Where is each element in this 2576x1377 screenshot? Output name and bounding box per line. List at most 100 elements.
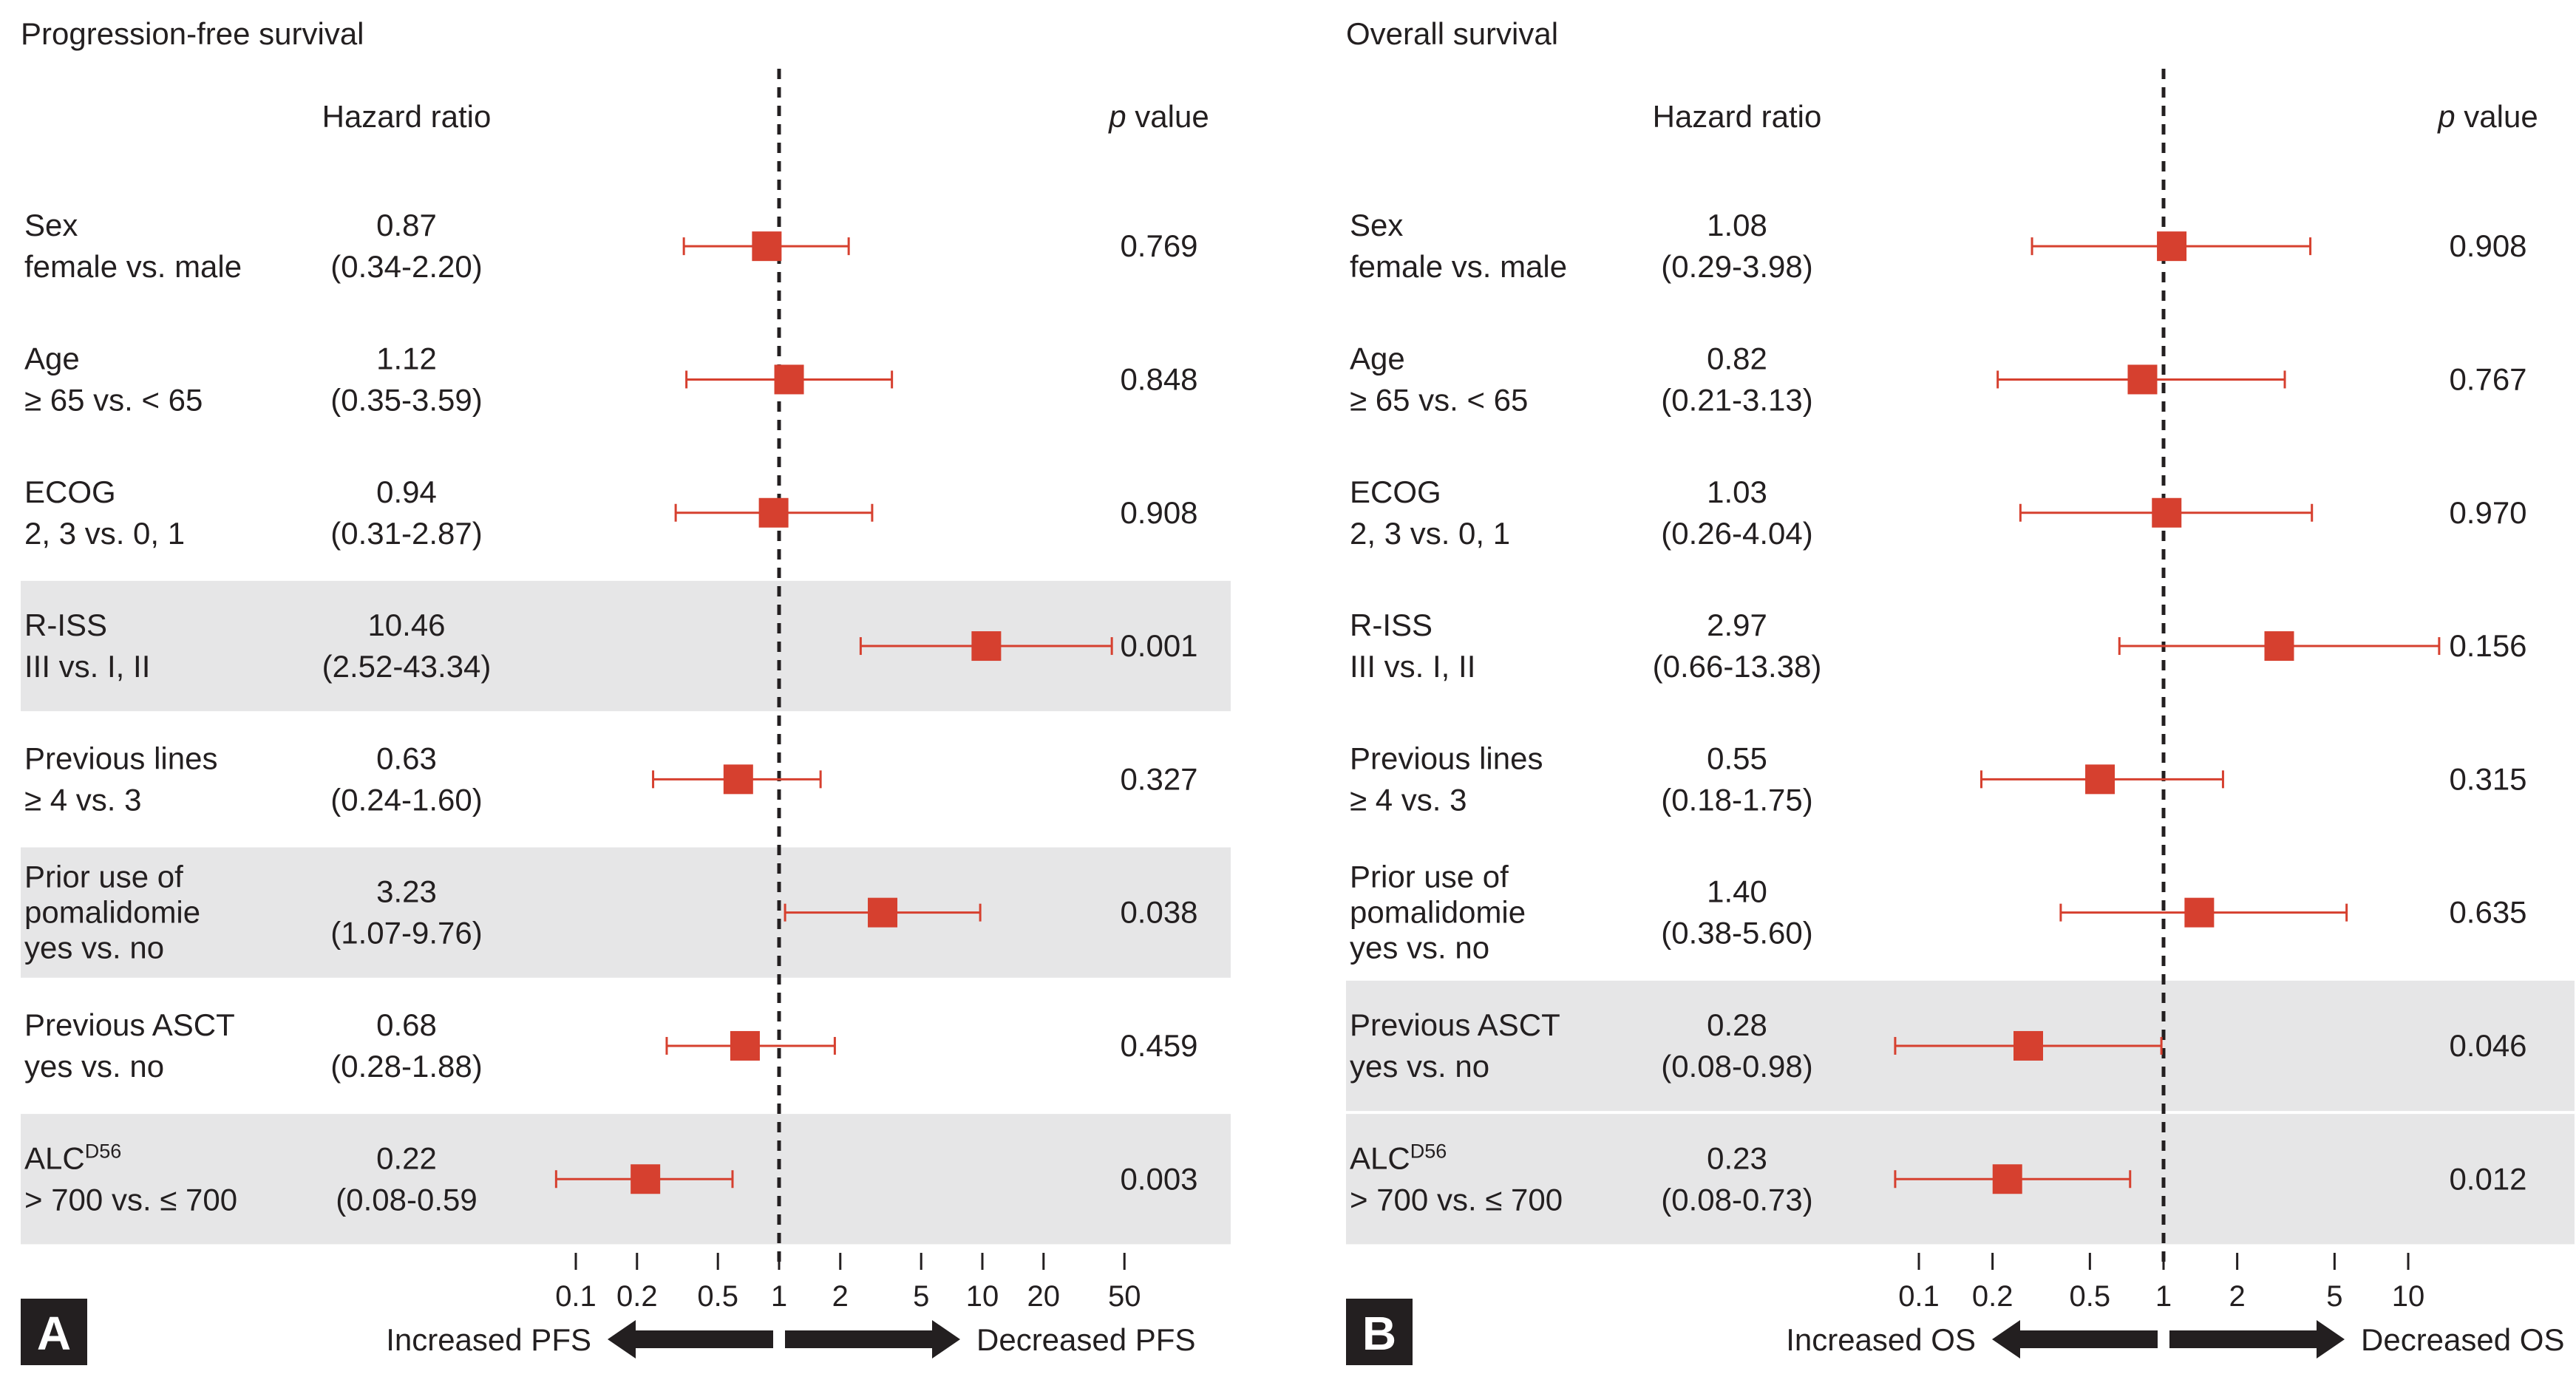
hr-marker [868, 897, 898, 928]
hr-marker [2184, 897, 2215, 928]
x-tick-label: 1 [2155, 1280, 2172, 1313]
x-tick-label: 0.5 [697, 1280, 738, 1313]
hr-ci: (0.28-1.88) [330, 1049, 482, 1084]
hr-marker [2157, 231, 2187, 262]
row-sublabel: yes vs. no [1350, 931, 1489, 965]
hr-value: 0.82 [1707, 341, 1767, 375]
panel-badge-label: A [37, 1307, 71, 1360]
row-sublabel: pomalidomie [24, 895, 200, 930]
x-tick-label: 0.2 [1972, 1280, 2013, 1313]
hr-ci: (1.07-9.76) [330, 916, 482, 951]
hr-value: 0.94 [376, 475, 437, 509]
p-value-header: p value [1107, 99, 1209, 134]
hr-value: 0.87 [376, 208, 437, 242]
hr-marker [752, 231, 782, 262]
x-tick-label: 0.1 [555, 1280, 597, 1313]
hr-ci: (2.52-43.34) [322, 649, 492, 684]
x-tick-label: 2 [832, 1280, 849, 1313]
p-value: 0.012 [2449, 1161, 2526, 1196]
p-value: 0.003 [1120, 1161, 1197, 1196]
row-label-superscript: D56 [85, 1140, 122, 1162]
hr-marker [631, 1164, 661, 1194]
row-sublabel: ≥ 4 vs. 3 [1350, 782, 1467, 817]
hr-marker [2085, 764, 2115, 795]
x-tick-label: 50 [1108, 1280, 1141, 1313]
hr-value: 0.28 [1707, 1007, 1767, 1042]
hr-marker [971, 631, 1002, 662]
panel-title: Overall survival [1346, 16, 1558, 51]
row-label: ECOG [24, 475, 116, 509]
p-header-rest: value [1126, 99, 1209, 134]
row-label: Previous ASCT [1350, 1007, 1560, 1042]
left-arrow-icon [608, 1320, 773, 1359]
row-sublabel: III vs. I, II [1350, 649, 1475, 684]
row-label: Sex [24, 208, 78, 242]
forest-panel-b: Overall survival Hazard ratio p value Sex fe… [1346, 16, 2575, 1365]
hr-marker [730, 1030, 760, 1061]
x-tick-label: 1 [771, 1280, 787, 1313]
hr-ci: (0.34-2.20) [330, 249, 482, 284]
hr-value: 0.22 [376, 1140, 437, 1175]
hr-marker [723, 764, 753, 795]
hr-marker [2152, 497, 2182, 528]
hr-value: 0.55 [1707, 741, 1767, 775]
hr-ci: (0.08-0.73) [1661, 1182, 1812, 1217]
p-value: 0.315 [2449, 761, 2526, 796]
hr-ci: (0.35-3.59) [330, 382, 482, 417]
row-sublabel: female vs. male [24, 249, 242, 284]
row-sublabel: ≥ 65 vs. < 65 [1350, 382, 1528, 417]
panel-badge [1346, 1299, 1413, 1365]
row-label: ECOG [1350, 475, 1441, 509]
p-value: 0.459 [1120, 1028, 1197, 1063]
p-value: 0.635 [2449, 895, 2526, 930]
panel-title: Progression-free survival [21, 16, 364, 51]
hr-marker [2264, 631, 2294, 662]
right-arrow-icon [785, 1320, 960, 1359]
x-tick-label: 10 [966, 1280, 999, 1313]
hr-marker [758, 497, 789, 528]
hr-ci: (0.26-4.04) [1661, 516, 1812, 551]
hr-ci: (0.24-1.60) [330, 782, 482, 817]
panel-badge [21, 1299, 87, 1365]
x-tick-label: 5 [2326, 1280, 2342, 1313]
row-sublabel: ≥ 4 vs. 3 [24, 782, 141, 817]
row-sublabel: III vs. I, II [24, 649, 150, 684]
p-value: 0.848 [1120, 361, 1197, 396]
row-sublabel: ≥ 65 vs. < 65 [24, 382, 203, 417]
p-value: 0.908 [2449, 228, 2526, 263]
right-arrow-label: Decreased OS [2361, 1322, 2564, 1357]
hazard-ratio-header: Hazard ratio [322, 99, 492, 134]
x-tick-label: 5 [913, 1280, 929, 1313]
p-value: 0.327 [1120, 761, 1197, 796]
hr-ci: (0.21-3.13) [1661, 382, 1812, 417]
left-arrow-label: Increased PFS [386, 1322, 591, 1357]
hr-ci: (0.66-13.38) [1653, 649, 1822, 684]
hr-value: 1.12 [376, 341, 437, 375]
right-arrow-label: Decreased PFS [976, 1322, 1195, 1357]
row-label: Prior use of [1350, 860, 1509, 894]
hr-value: 10.46 [367, 608, 445, 642]
hr-value: 3.23 [376, 874, 437, 909]
row-sublabel: female vs. male [1350, 249, 1567, 284]
hr-value: 0.63 [376, 741, 437, 775]
row-sublabel: yes vs. no [24, 931, 164, 965]
row-label-superscript: D56 [1410, 1140, 1447, 1162]
hr-ci: (0.38-5.60) [1661, 916, 1812, 951]
p-value: 0.001 [1120, 628, 1197, 663]
row-label: Previous ASCT [24, 1007, 235, 1042]
left-arrow-label: Increased OS [1786, 1322, 1976, 1357]
hazard-ratio-header: Hazard ratio [1653, 99, 1822, 134]
forest-panel-a: Progression-free survival Hazard ratio p v… [21, 16, 1231, 1365]
row-label: R-ISS [24, 608, 107, 642]
hr-marker [774, 364, 804, 395]
hr-ci: (0.29-3.98) [1661, 249, 1812, 284]
row-sublabel: 2, 3 vs. 0, 1 [1350, 516, 1510, 551]
row-sublabel: pomalidomie [1350, 895, 1526, 930]
row-sublabel: yes vs. no [1350, 1049, 1489, 1084]
hr-value: 0.68 [376, 1007, 437, 1042]
x-tick-label: 10 [2392, 1280, 2425, 1313]
x-tick-label: 20 [1027, 1280, 1061, 1313]
p-value: 0.046 [2449, 1028, 2526, 1063]
x-tick-label: 0.2 [616, 1280, 658, 1313]
